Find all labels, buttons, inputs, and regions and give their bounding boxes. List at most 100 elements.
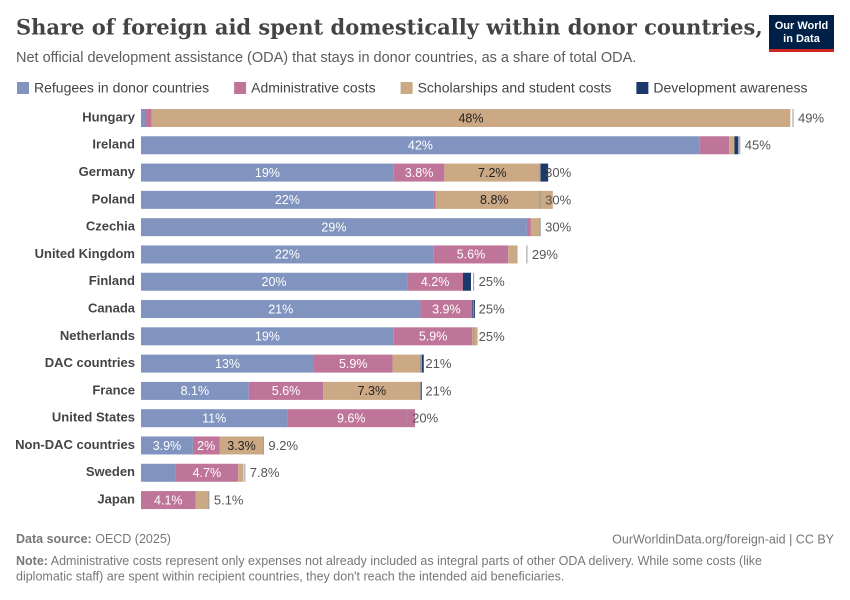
bar-segment (219, 436, 264, 455)
segment-label: 5.9% (339, 357, 368, 371)
segment-label: 4.1% (154, 493, 183, 507)
segment-label: 22% (275, 193, 300, 207)
bar-segment (435, 190, 553, 209)
category-label: United States (52, 410, 135, 425)
bar-segment (141, 463, 176, 482)
total-label: 25% (479, 329, 505, 344)
bar-segment (420, 381, 422, 400)
segment-label: 19% (255, 166, 280, 180)
bar-segment (433, 245, 509, 264)
bar-segment (463, 272, 471, 291)
chart-subtitle: Net official development assistance (ODA… (16, 50, 636, 66)
legend-swatch (400, 82, 413, 94)
bar-segment (287, 409, 416, 428)
category-label: Czechia (86, 219, 136, 234)
segment-label: 4.2% (421, 275, 450, 289)
category-label: Finland (89, 273, 135, 288)
category-label: Hungary (82, 109, 136, 124)
total-label: 20% (412, 411, 438, 426)
total-label: 30% (545, 220, 571, 235)
category-label: DAC countries (45, 355, 135, 370)
source: Data source: OECD (2025) (16, 532, 171, 546)
bar-segment (407, 272, 464, 291)
logo-text: in Data (783, 33, 821, 45)
bar-segment (141, 218, 527, 237)
chart-title: Share of foreign aid spent domestically … (16, 15, 828, 40)
bar-segment (699, 136, 730, 155)
bar-segment (195, 491, 209, 510)
bar-segment (141, 409, 288, 428)
bar-segment (238, 463, 244, 482)
segment-label: 21% (268, 302, 293, 316)
bar-segment (323, 381, 421, 400)
logo-strip (769, 49, 834, 52)
segment-label: 3.9% (153, 439, 182, 453)
source-label: Data source: (16, 532, 92, 546)
bar-segment (141, 381, 249, 400)
total-label: 49% (798, 110, 824, 125)
segment-label: 8.8% (480, 193, 509, 207)
note-text: diplomatic staff) are spent within recip… (16, 569, 564, 583)
note: Note: Administrative costs represent onl… (16, 554, 762, 568)
bar-segment (526, 218, 531, 237)
bar-segment (141, 136, 700, 155)
bar-segment (141, 300, 421, 319)
bar-segment (151, 109, 791, 127)
segment-label: 7.2% (478, 166, 507, 180)
bar-segment (141, 245, 434, 264)
logo: Our World in Data (769, 15, 834, 52)
category-label: United Kingdom (35, 246, 135, 261)
bar-segment (141, 109, 145, 127)
total-label: 25% (479, 274, 505, 289)
segment-label: 42% (408, 139, 433, 153)
segment-label: 22% (275, 248, 300, 262)
total-label: 21% (425, 356, 451, 371)
segment-label: 29% (321, 220, 346, 234)
bar-segment (141, 272, 408, 291)
total-label: 21% (425, 383, 451, 398)
segment-label: 20% (262, 275, 287, 289)
segment-label: 19% (255, 330, 280, 344)
total-label: 45% (745, 138, 771, 153)
category-label: Canada (88, 300, 136, 315)
segment-label: 13% (215, 357, 240, 371)
bar-segment (420, 300, 473, 319)
bar-segment (141, 354, 314, 373)
bar-segment (392, 354, 422, 373)
segment-label: 11% (202, 411, 226, 425)
category-label: Netherlands (60, 328, 135, 343)
bar-segment (175, 463, 239, 482)
bar-segment (472, 327, 478, 346)
legend-swatch (17, 82, 29, 94)
bar-segment (734, 136, 739, 155)
legend-label: Scholarships and student costs (418, 80, 612, 96)
total-label: 30% (545, 192, 571, 207)
bar-segment (729, 136, 735, 155)
bar-segment (393, 163, 445, 182)
category-label: Japan (97, 491, 135, 506)
total-label: 30% (545, 165, 571, 180)
bar-segment (393, 327, 473, 346)
bar-segment (144, 109, 152, 127)
segment-label: 9.6% (337, 411, 366, 425)
bar-segment (540, 163, 549, 182)
segment-label: 2% (197, 439, 215, 453)
bar-segment (433, 190, 436, 209)
bar-segment (141, 436, 193, 455)
bar-segment (313, 354, 393, 373)
total-label: 9.2% (268, 438, 298, 453)
source-text: OECD (2025) (95, 532, 171, 546)
category-label: Germany (79, 164, 136, 179)
segment-label: 8.1% (181, 384, 210, 398)
bar-segment (530, 218, 541, 237)
legend-swatch (234, 82, 247, 94)
bar-segment (444, 163, 541, 182)
total-label: 5.1% (214, 492, 244, 507)
category-label: Non-DAC countries (15, 437, 135, 452)
segment-label: 5.9% (419, 330, 448, 344)
total-label: 25% (479, 301, 505, 316)
url: OurWorldinData.org/foreign-aid | CC BY (612, 532, 835, 546)
bar-segment (421, 354, 424, 373)
logo-box (769, 15, 834, 52)
